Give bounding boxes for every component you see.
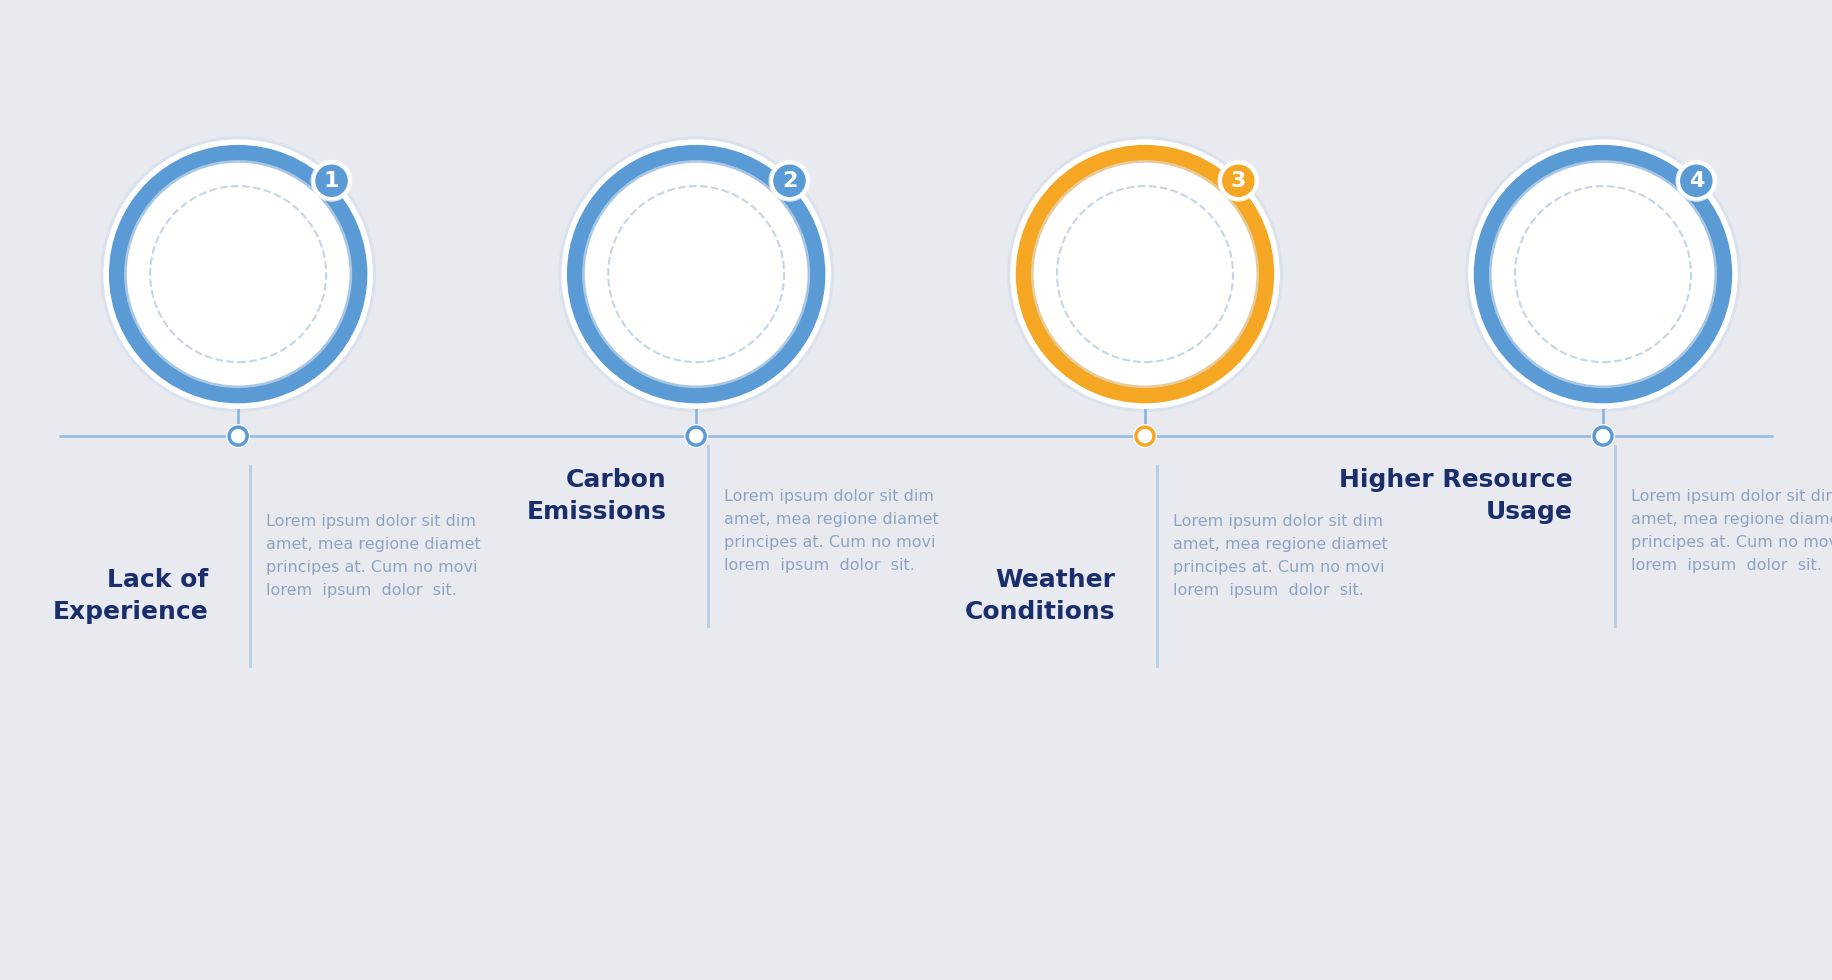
Circle shape bbox=[106, 142, 370, 406]
Circle shape bbox=[1220, 163, 1257, 199]
Circle shape bbox=[1489, 160, 1717, 388]
Circle shape bbox=[1031, 160, 1259, 388]
Circle shape bbox=[687, 427, 705, 445]
Text: Lack of
Experience: Lack of Experience bbox=[53, 568, 209, 624]
Circle shape bbox=[559, 136, 834, 413]
Circle shape bbox=[229, 427, 247, 445]
Text: Higher Resource
Usage: Higher Resource Usage bbox=[1339, 468, 1574, 524]
Circle shape bbox=[564, 142, 828, 406]
Circle shape bbox=[1678, 163, 1715, 199]
Circle shape bbox=[768, 160, 810, 202]
Text: Carbon
Emissions: Carbon Emissions bbox=[526, 468, 667, 524]
Text: Lorem ipsum dolor sit dim
amet, mea regione diamet
principes at. Cum no movi
lor: Lorem ipsum dolor sit dim amet, mea regi… bbox=[266, 514, 482, 598]
Circle shape bbox=[1132, 424, 1158, 448]
Circle shape bbox=[1493, 164, 1713, 384]
Circle shape bbox=[1590, 424, 1616, 448]
Text: 3: 3 bbox=[1231, 171, 1246, 191]
Text: Lorem ipsum dolor sit dim
amet, mea regione diamet
principes at. Cum no movi
lor: Lorem ipsum dolor sit dim amet, mea regi… bbox=[1630, 489, 1832, 572]
Circle shape bbox=[225, 424, 251, 448]
Circle shape bbox=[1013, 142, 1277, 406]
Circle shape bbox=[1136, 427, 1154, 445]
Circle shape bbox=[1466, 136, 1740, 413]
Circle shape bbox=[683, 424, 709, 448]
Circle shape bbox=[771, 163, 808, 199]
Circle shape bbox=[101, 136, 376, 413]
Text: 2: 2 bbox=[782, 171, 797, 191]
Circle shape bbox=[125, 160, 352, 388]
Text: Lorem ipsum dolor sit dim
amet, mea regione diamet
principes at. Cum no movi
lor: Lorem ipsum dolor sit dim amet, mea regi… bbox=[1172, 514, 1389, 598]
Circle shape bbox=[1594, 427, 1612, 445]
Circle shape bbox=[310, 160, 352, 202]
Circle shape bbox=[1216, 160, 1259, 202]
Circle shape bbox=[583, 160, 810, 388]
Text: Weather
Conditions: Weather Conditions bbox=[964, 568, 1116, 624]
Circle shape bbox=[1471, 142, 1735, 406]
Circle shape bbox=[586, 164, 806, 384]
Text: 1: 1 bbox=[324, 171, 339, 191]
Text: 4: 4 bbox=[1689, 171, 1704, 191]
Circle shape bbox=[1035, 164, 1255, 384]
Circle shape bbox=[128, 164, 348, 384]
Circle shape bbox=[313, 163, 350, 199]
Circle shape bbox=[1008, 136, 1282, 413]
Circle shape bbox=[1674, 160, 1717, 202]
Text: Lorem ipsum dolor sit dim
amet, mea regione diamet
principes at. Cum no movi
lor: Lorem ipsum dolor sit dim amet, mea regi… bbox=[724, 489, 940, 572]
